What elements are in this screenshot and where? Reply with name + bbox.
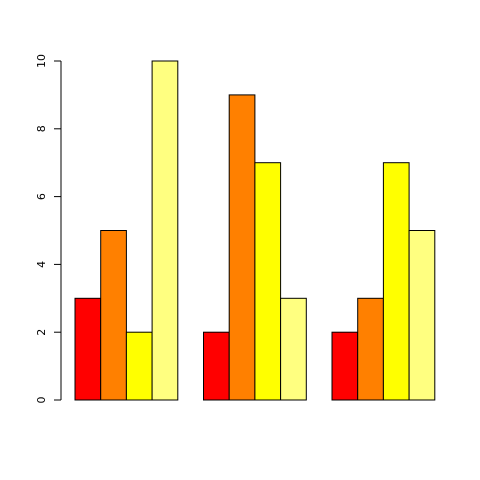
bar-group2-series3 (254, 162, 282, 401)
bar-group1-series3 (125, 331, 153, 401)
y-tick-label-0: 0 (35, 397, 48, 404)
bar-group3-series2 (357, 297, 384, 401)
y-tick-label-4: 4 (35, 261, 48, 268)
bar-group2-series4 (280, 297, 307, 401)
bar-group3-series4 (408, 230, 436, 401)
y-tick-label-10: 10 (35, 54, 48, 68)
y-tick-label-2: 2 (35, 329, 48, 336)
bar-group1-series2 (100, 230, 127, 401)
bar-group1-series4 (151, 60, 179, 401)
bar-group3-series3 (382, 162, 410, 401)
y-tick-label-6: 6 (35, 193, 48, 200)
bar-group3-series1 (331, 331, 359, 401)
y-tick-label-8: 8 (35, 125, 48, 132)
bar-group2-series1 (203, 331, 230, 401)
bar-group1-series1 (74, 297, 102, 401)
bars-layer (74, 60, 436, 401)
y-axis: 0 2 4 6 8 10 (35, 54, 62, 404)
bar-group2-series2 (228, 94, 256, 401)
